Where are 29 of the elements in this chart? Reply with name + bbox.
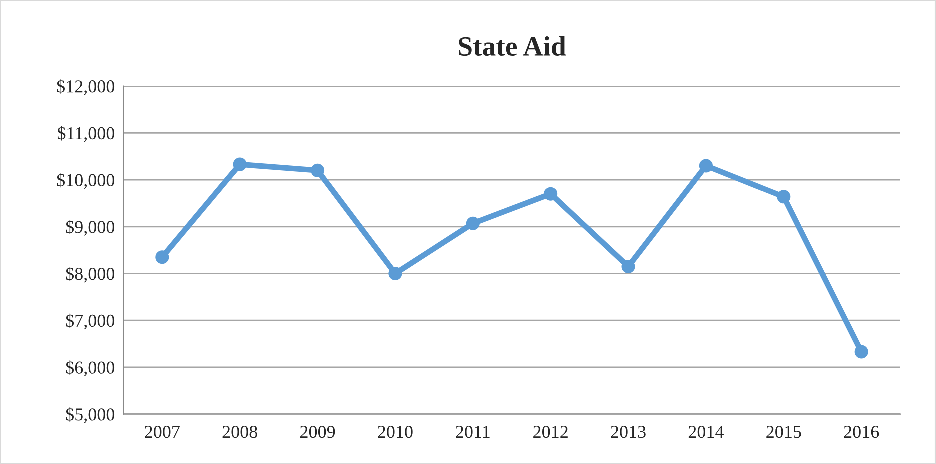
x-tick-label: 2014 [688, 426, 724, 438]
x-tick-label: 2012 [534, 426, 568, 438]
x-tick-label: 2013 [611, 426, 646, 438]
x-tick-label: 2010 [378, 426, 413, 438]
x-tick-label: 2009 [300, 426, 336, 438]
x-tick-label: 2007 [145, 426, 180, 438]
point [233, 158, 247, 172]
y-tick-label: $7,000 [66, 314, 115, 330]
point [311, 164, 325, 178]
x-tick-label: 2016 [844, 426, 880, 438]
x-tick-label: 2015 [766, 426, 802, 438]
x-tick-label: 2008 [222, 426, 258, 438]
point [854, 345, 868, 359]
point [544, 187, 558, 201]
point [156, 250, 170, 264]
y-tick-label: $12,000 [57, 79, 115, 96]
point [777, 190, 791, 204]
y-tick-label: $6,000 [66, 360, 115, 377]
y-tick-label: $11,000 [58, 126, 115, 142]
point [699, 159, 713, 173]
point [622, 260, 636, 274]
chart-title: State Aid [459, 36, 566, 56]
point [466, 216, 480, 230]
point [388, 266, 402, 281]
y-tick-label: $8,000 [66, 266, 115, 283]
y-tick-label: $10,000 [57, 173, 115, 190]
y-tick-label: $9,000 [66, 220, 115, 236]
y-tick-label: $5,000 [66, 408, 115, 424]
x-tick-label: 2011 [456, 426, 490, 438]
